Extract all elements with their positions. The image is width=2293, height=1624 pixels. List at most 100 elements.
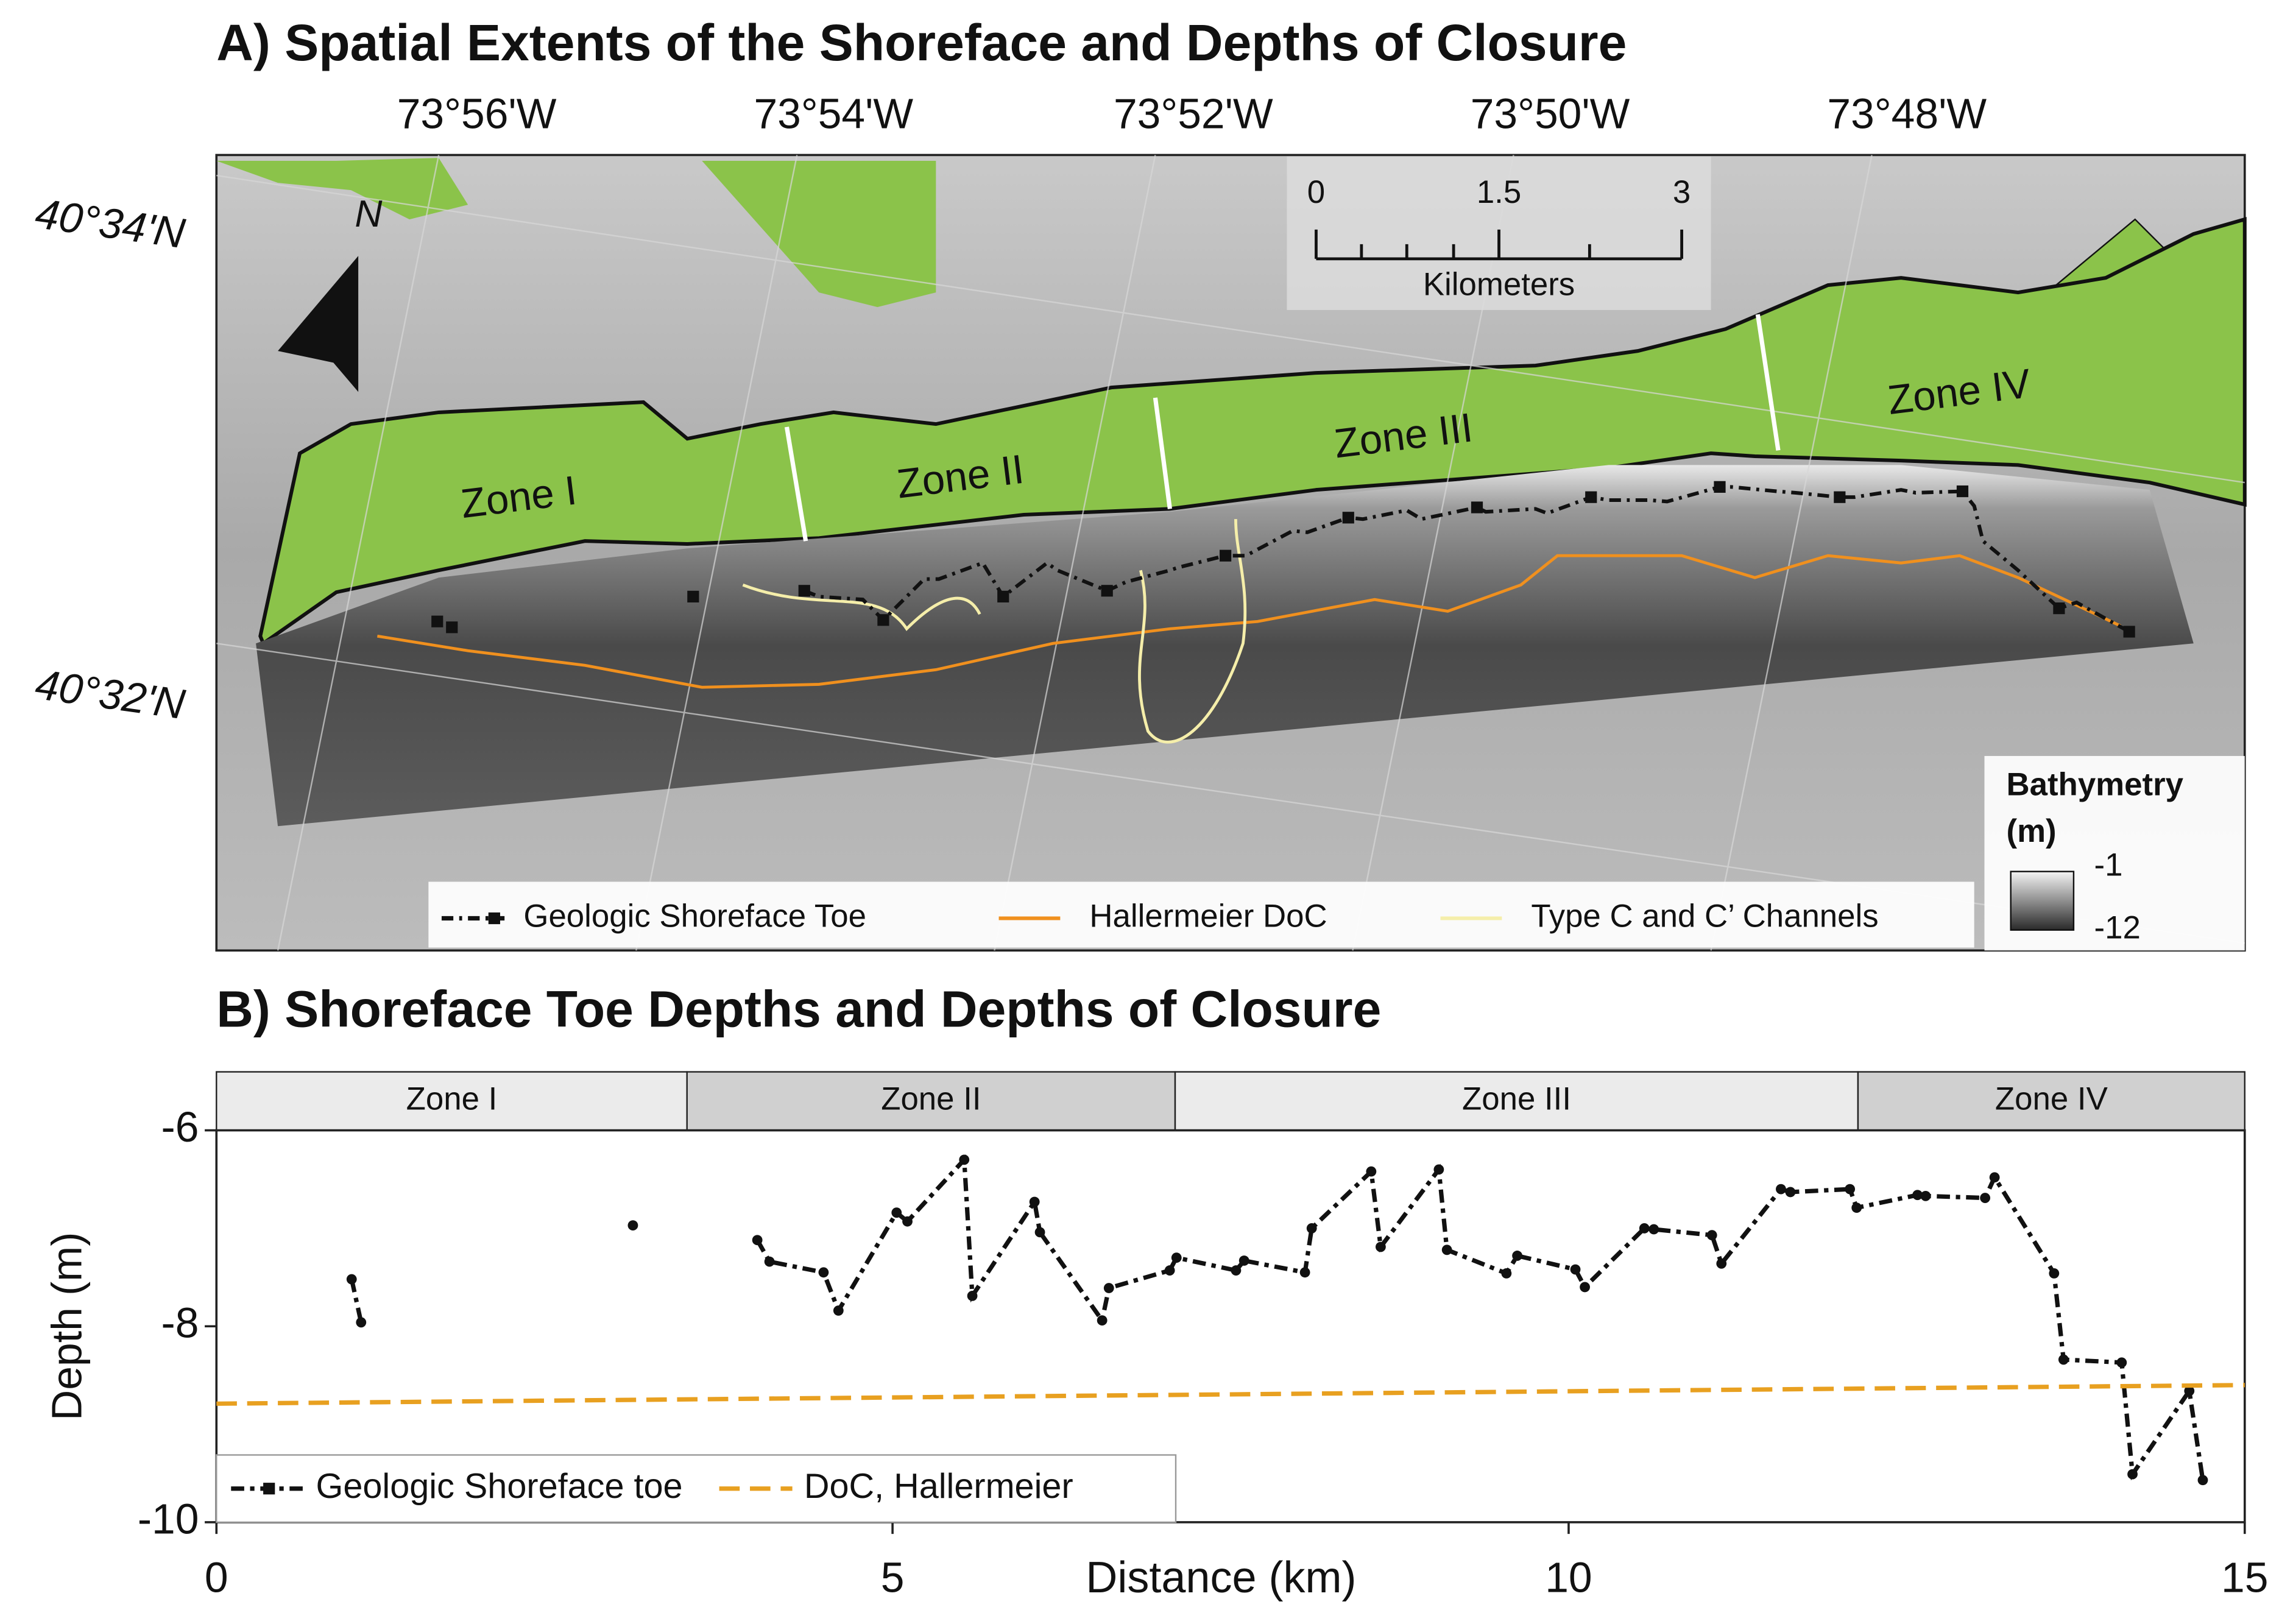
bathymetry-surface [256,465,2194,827]
point [2197,1475,2208,1486]
longitude-label: 73°50'W [1471,90,1630,137]
zone-label: Zone III [1462,1081,1571,1117]
legend-label: Geologic Shoreface toe [316,1467,683,1506]
zone-band [1857,1071,2245,1131]
latitude-label: 40°32'N [32,660,188,729]
point [1097,1315,1108,1326]
map-legend [428,881,1974,948]
x-tick-label: 5 [881,1553,905,1601]
legend-marker [263,1483,275,1495]
zone-label: Zone II [881,1081,981,1117]
point [1639,1223,1650,1234]
x-axis-label: Distance (km) [1086,1553,1356,1602]
legend-marker [488,912,500,925]
point [1441,1244,1452,1255]
point [1580,1282,1590,1293]
bathymetry-low: -12 [2094,910,2141,946]
map-title: A) Spatial Extents of the Shoreface and … [216,14,1627,71]
point [1706,1230,1717,1241]
shoreface-toe-line [804,485,2130,634]
latitude-label: 40°34'N [32,189,188,258]
bathymetry-unit: (m) [2006,813,2056,849]
toe-markers [431,481,2135,638]
point [1570,1264,1581,1275]
point [356,1317,367,1328]
scale-bar [1315,229,1683,261]
longitude-label: 73°56'W [397,90,557,137]
point [1376,1241,1386,1252]
point [833,1305,844,1316]
point [1103,1283,1114,1293]
zone-boundary [784,314,1781,542]
point [1776,1184,1786,1195]
x-tick-label: 0 [205,1553,228,1601]
series-line [349,1154,2205,1481]
scale-label: 1.5 [1477,174,1521,210]
point [764,1256,775,1267]
point [891,1207,902,1218]
north-arrow [278,256,359,392]
land [258,217,2247,646]
zone-band [686,1071,1176,1131]
point [1299,1267,1310,1278]
point [1306,1223,1317,1234]
point [1851,1202,1862,1213]
scale-unit: Kilometers [1423,266,1575,302]
point [902,1216,913,1227]
point [1171,1252,1182,1263]
point [1433,1164,1444,1175]
point [2116,1357,2127,1368]
point [1164,1265,1175,1276]
point [1034,1227,1045,1238]
scale-label: 3 [1673,174,1691,210]
chart-title: B) Shoreface Toe Depths and Depths of Cl… [216,981,1381,1038]
zone-band [1174,1071,1859,1131]
graticule [216,155,2245,951]
point [752,1235,763,1246]
legend-label: Geologic Shoreface Toe [523,898,866,934]
point [346,1274,357,1285]
y-tick-label: -8 [161,1299,199,1347]
point [2049,1268,2060,1279]
longitude-label: 73°48'W [1827,90,1987,137]
x-tick-label: 10 [1545,1553,1592,1601]
point [1920,1190,1931,1201]
longitude-label: 73°52'W [1114,90,1273,137]
point [2184,1386,2195,1396]
point [959,1154,970,1165]
scale-label: 0 [1307,174,1325,210]
legend-label: Hallermeier DoC [1089,898,1327,934]
bathymetry-high: -1 [2094,847,2123,883]
point [2058,1354,2069,1365]
point [1366,1166,1377,1177]
point [1648,1224,1659,1235]
point [818,1267,829,1278]
land [702,161,936,308]
zone-band [216,1071,688,1131]
point [967,1290,978,1301]
point [1238,1255,1249,1266]
point [1980,1193,1991,1203]
y-axis-label: Depth (m) [43,1232,91,1421]
longitude-label: 73°54'W [754,90,913,137]
point [1029,1196,1040,1207]
point [1912,1190,1923,1201]
legend-box [216,1454,1177,1523]
point [1989,1172,2000,1183]
bathymetry-title: Bathymetry [2006,766,2183,802]
series-line [216,1383,2245,1406]
y-tick-label: -6 [161,1103,199,1151]
point [1785,1187,1796,1198]
chart: Zone I Zone II Zone III Zone IV -10 -8 -6 0 5 10 1… [138,1071,2268,1601]
doc-line [376,554,2121,689]
point [2127,1469,2138,1480]
legend-label: DoC, Hallermeier [804,1467,1073,1506]
point [1716,1258,1727,1269]
channel-line [742,519,1247,744]
legend-label: Type C and C’ Channels [1531,898,1878,934]
point [1512,1251,1522,1261]
y-tick-label: -10 [138,1495,199,1542]
zone-label: Zone IV [1995,1081,2108,1117]
